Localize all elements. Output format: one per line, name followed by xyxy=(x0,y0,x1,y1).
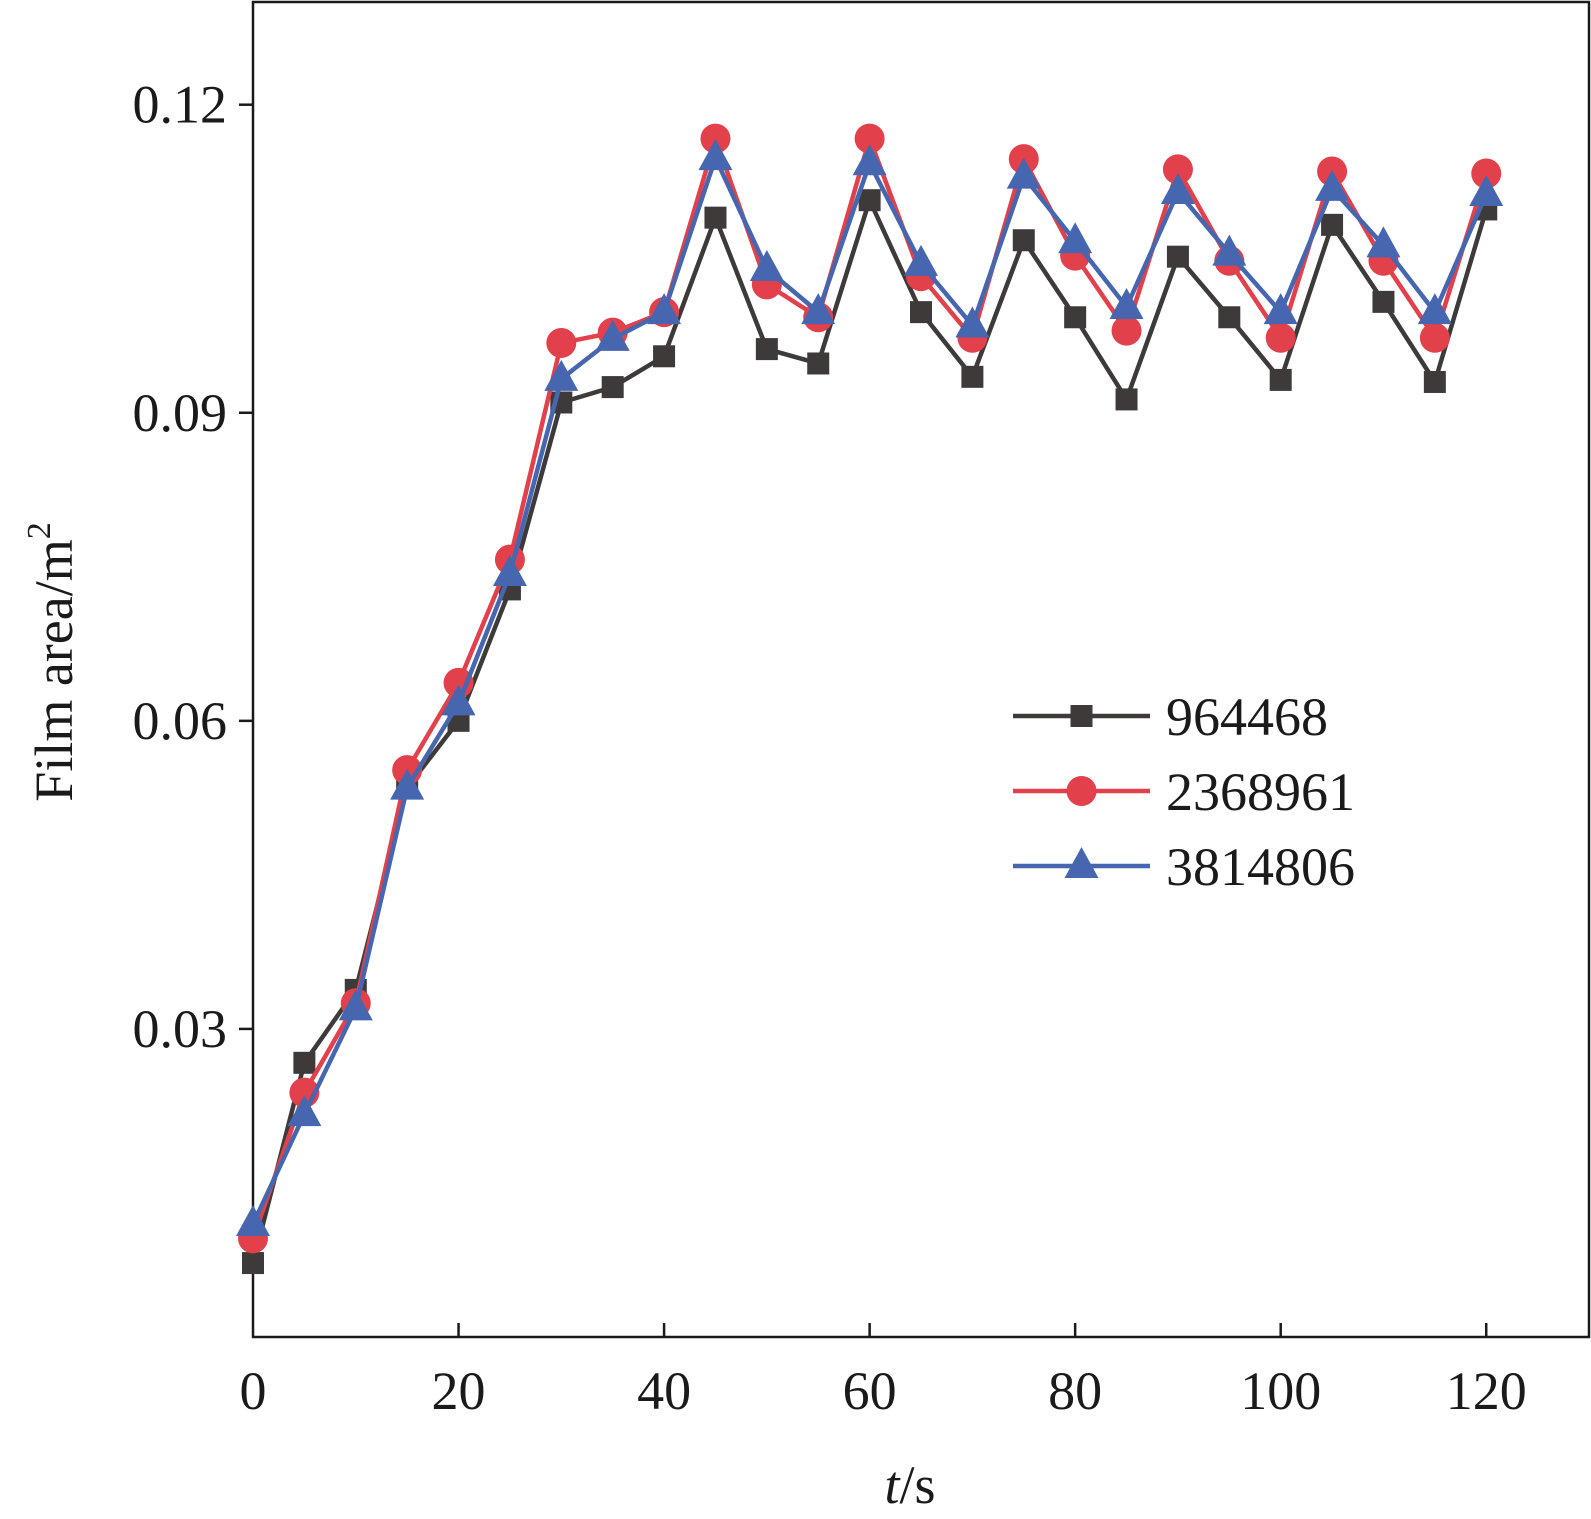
legend-label: 964468 xyxy=(1166,687,1328,747)
plot-frame xyxy=(251,0,1591,1339)
data-point xyxy=(1160,172,1195,204)
data-point xyxy=(390,768,425,800)
legend-entry-2368961: 2368961 xyxy=(1013,762,1355,822)
legend-marker xyxy=(1066,776,1097,806)
data-point xyxy=(1263,293,1298,325)
data-point xyxy=(1064,306,1087,329)
data-point xyxy=(1366,226,1401,258)
data-point xyxy=(293,1051,316,1074)
data-point xyxy=(1469,175,1504,207)
data-point xyxy=(1471,158,1502,189)
x-tick-label: 20 xyxy=(432,1361,486,1421)
x-tick-label: 0 xyxy=(240,1361,267,1421)
data-point xyxy=(1111,315,1142,346)
data-point xyxy=(1218,306,1241,329)
series-layer xyxy=(236,123,1504,1275)
data-point xyxy=(647,293,682,325)
series-3814806 xyxy=(236,139,1504,1237)
data-point xyxy=(236,1205,270,1237)
data-point xyxy=(1115,388,1138,411)
x-axis-label: t/s xyxy=(884,1455,935,1515)
data-point xyxy=(700,123,731,154)
data-point xyxy=(904,244,938,276)
legend-marker xyxy=(1064,847,1099,878)
data-point xyxy=(910,301,932,324)
data-point xyxy=(858,189,881,212)
data-point xyxy=(601,376,624,399)
data-point xyxy=(1212,234,1247,266)
x-tick-label: 60 xyxy=(843,1361,897,1421)
plot-border xyxy=(251,0,1591,1339)
data-point xyxy=(955,306,990,338)
data-point xyxy=(287,1095,322,1127)
y-tick-label: 0.06 xyxy=(133,691,228,751)
legend-marker xyxy=(1070,705,1093,727)
x-tick-label: 40 xyxy=(637,1361,691,1421)
data-point xyxy=(749,250,784,281)
legend-label: 3814806 xyxy=(1166,837,1355,897)
data-point xyxy=(854,123,885,154)
data-point xyxy=(852,144,887,176)
data-point xyxy=(1109,287,1144,319)
legend-entry-964468: 964468 xyxy=(1013,687,1328,747)
data-point xyxy=(1162,154,1193,185)
data-point xyxy=(441,684,476,716)
y-tick-label: 0.03 xyxy=(133,999,228,1059)
y-tick-label: 0.09 xyxy=(133,383,228,443)
data-point xyxy=(653,345,676,368)
legend: 964468 2368961 3814806 xyxy=(1013,687,1355,897)
data-point xyxy=(704,206,727,229)
data-point xyxy=(338,989,373,1021)
data-point xyxy=(1315,169,1350,201)
data-point xyxy=(807,352,830,375)
data-point xyxy=(1006,157,1041,189)
legend-entry-3814806: 3814806 xyxy=(1013,837,1355,897)
x-tick-label: 100 xyxy=(1240,1361,1321,1421)
data-point xyxy=(1012,229,1035,252)
data-point xyxy=(242,1252,264,1275)
data-point xyxy=(595,319,630,351)
data-point xyxy=(546,327,577,358)
data-point xyxy=(544,359,579,391)
data-point xyxy=(1321,213,1344,236)
data-point xyxy=(1372,290,1395,313)
data-point xyxy=(1417,293,1452,325)
data-point xyxy=(492,554,527,586)
data-point xyxy=(1269,368,1292,391)
axis-ticks: 0 20 40 60 80 100 120 0.03 0.06 0.09 0.12 xyxy=(133,75,1527,1421)
data-point xyxy=(698,139,733,171)
data-point xyxy=(961,365,984,388)
y-axis-label: Film area/m2 xyxy=(21,522,84,801)
data-point xyxy=(801,293,836,325)
data-point xyxy=(1058,222,1093,254)
data-point xyxy=(1166,245,1189,268)
data-point xyxy=(1419,322,1450,353)
y-tick-label: 0.12 xyxy=(133,75,228,135)
data-point xyxy=(1265,322,1296,353)
x-tick-label: 80 xyxy=(1048,1361,1102,1421)
data-point xyxy=(1423,370,1446,393)
data-point xyxy=(755,338,778,361)
legend-label: 2368961 xyxy=(1166,762,1355,822)
x-tick-label: 120 xyxy=(1446,1361,1527,1421)
